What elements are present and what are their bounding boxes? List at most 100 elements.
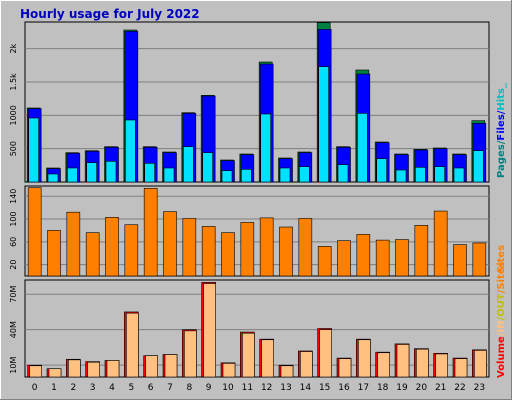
bar-in xyxy=(242,332,255,378)
bar-hits xyxy=(260,113,271,183)
x-tick-label: 0 xyxy=(32,383,38,393)
y-tick-label: 10M xyxy=(9,357,18,374)
legend-volume: Volume xyxy=(496,336,507,378)
x-tick-label: 22 xyxy=(454,383,465,393)
bar-in xyxy=(319,329,332,378)
panel-volume: 10M 40M 70M xyxy=(9,279,490,378)
bar-sites xyxy=(105,217,119,277)
y-tick-label: 20 xyxy=(9,260,18,270)
legend-bottom: Volume/IN/OUT/Sites xyxy=(496,261,507,378)
bar-hits xyxy=(28,117,39,183)
svg-text:Sites: Sites xyxy=(496,245,507,273)
bar-hits xyxy=(163,167,175,183)
legend-sep-1: / xyxy=(496,140,507,144)
y-tick-label: 70M xyxy=(9,286,18,303)
x-tick-label: 15 xyxy=(319,383,330,393)
x-tick-label: 12 xyxy=(261,383,272,393)
bar-hits xyxy=(67,167,78,183)
x-tick-label: 5 xyxy=(128,383,134,393)
bar-hits xyxy=(299,166,310,183)
bar-in xyxy=(164,354,178,378)
bar-hits xyxy=(434,166,445,183)
bar-sites xyxy=(414,225,429,277)
y-tick-label: 60 xyxy=(9,237,18,247)
panel-sites: 20 60 100 140 xyxy=(9,185,490,277)
x-tick-label: 8 xyxy=(186,383,192,393)
bar-in xyxy=(474,350,487,378)
bar-sites xyxy=(356,234,371,277)
bar-hits xyxy=(337,164,349,183)
bar-in xyxy=(338,358,352,378)
y-tick-label: 1000 xyxy=(9,105,18,125)
x-tick-label: 20 xyxy=(416,383,428,393)
bar-in xyxy=(358,339,371,378)
legend-in: IN xyxy=(496,320,507,332)
bar-sites xyxy=(66,211,81,277)
x-tick-label: 16 xyxy=(338,383,350,393)
bar-sites xyxy=(395,239,409,277)
y-tick-label: 2k xyxy=(9,43,18,53)
legend-top: Pages/Files/Hits_ xyxy=(496,83,507,178)
legend-sep-4: / xyxy=(496,316,507,320)
bar-hits xyxy=(395,169,407,183)
bar-in xyxy=(184,330,197,378)
bar-in xyxy=(300,351,313,378)
bar-hits xyxy=(47,173,59,183)
y-tick-label: 1.5k xyxy=(9,73,18,91)
bar-hits xyxy=(279,167,291,183)
y-tick-label: 140 xyxy=(9,189,18,204)
bar-sites xyxy=(298,218,313,277)
bar-sites xyxy=(375,239,390,277)
bar-hits xyxy=(125,119,136,183)
bar-hits xyxy=(105,161,117,183)
y-tick-label: 500 xyxy=(9,141,18,156)
bar-hits xyxy=(86,162,97,183)
legend-out: OUT xyxy=(496,293,507,317)
bar-sites xyxy=(433,210,448,277)
bar-hits xyxy=(473,150,484,183)
bar-sites xyxy=(221,232,235,277)
x-tick-label: 18 xyxy=(377,383,389,393)
legend-sites-bottom: Sites xyxy=(496,261,507,289)
x-tick-label: 17 xyxy=(358,383,369,393)
bar-in xyxy=(48,368,62,378)
bar-sites xyxy=(163,211,177,277)
bar-sites xyxy=(337,240,351,277)
bar-in xyxy=(435,353,448,378)
bar-in xyxy=(261,339,274,378)
legend-sites-middle: Sites xyxy=(496,245,507,273)
bar-sites xyxy=(85,232,100,277)
bar-sites xyxy=(124,224,139,277)
x-tick-label: 7 xyxy=(167,383,173,393)
bar-in xyxy=(280,365,294,378)
bar-sites xyxy=(27,187,42,277)
bar-hits xyxy=(357,113,368,183)
x-tick-label: 23 xyxy=(474,383,485,393)
legend-sep-5: / xyxy=(496,289,507,293)
bar-in xyxy=(106,360,120,378)
x-tick-label: 2 xyxy=(70,383,76,393)
x-tick-label: 21 xyxy=(435,383,446,393)
bar-sites xyxy=(143,187,158,277)
legend-sep-2: / xyxy=(496,110,507,114)
bar-in xyxy=(396,344,410,378)
bar-hits xyxy=(415,167,426,183)
chart-panels: 500 1000 1.5k 2k 20 60 100 140 10M 40M 70M xyxy=(9,21,490,378)
bar-in xyxy=(126,312,139,378)
x-tick-label: 19 xyxy=(396,383,408,393)
bar-sites xyxy=(240,222,255,277)
legend-pages: Pages xyxy=(496,144,507,178)
x-axis: 0 1 2 3 4 5 6 7 8 9 10 11 12 13 14 15 16 17 18 19 20 21 22 23 xyxy=(32,383,485,393)
x-tick-label: 13 xyxy=(280,383,291,393)
y-tick-label: 100 xyxy=(9,211,18,226)
bar-in xyxy=(377,352,390,378)
x-tick-label: 6 xyxy=(148,383,154,393)
bar-sites xyxy=(317,246,332,277)
panel-hits-files-pages: 500 1000 1.5k 2k xyxy=(9,21,490,183)
svg-text:Volume/IN/OUT/Sites: Volume/IN/OUT/Sites xyxy=(496,261,507,378)
bar-sites xyxy=(472,242,487,277)
legend-middle: Sites xyxy=(496,245,507,273)
x-tick-label: 11 xyxy=(242,383,253,393)
bar-sites xyxy=(259,217,274,277)
